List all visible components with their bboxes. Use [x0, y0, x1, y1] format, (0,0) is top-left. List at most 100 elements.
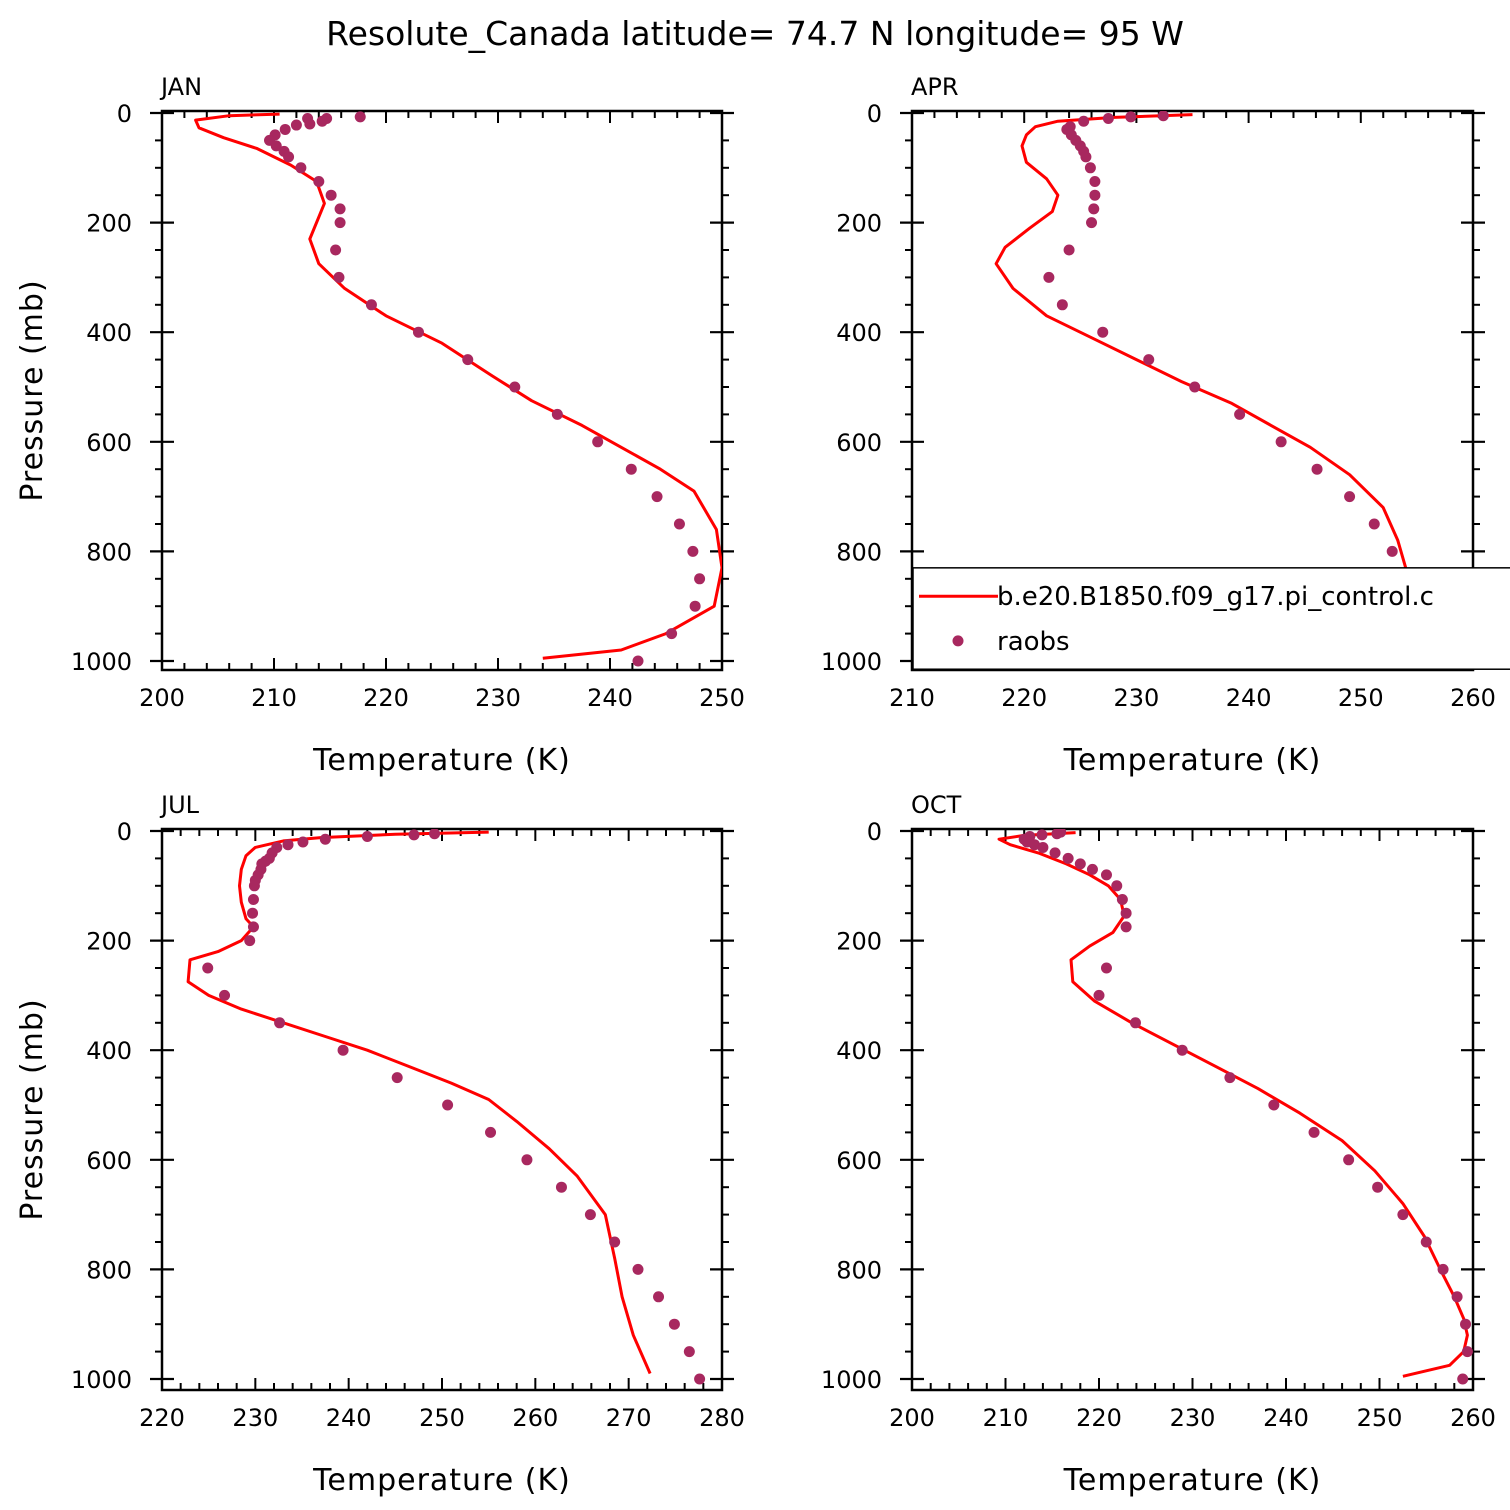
plot-frame — [160, 827, 724, 1392]
raobs-point — [1308, 1126, 1320, 1138]
raobs-point — [1125, 111, 1137, 123]
y-tick-label: 400 — [836, 319, 882, 347]
x-axis-label: Temperature (K) — [1063, 1463, 1322, 1498]
raobs-point — [1157, 111, 1169, 122]
raobs-point — [1088, 203, 1100, 215]
x-tick-label: 260 — [1450, 1404, 1496, 1432]
raobs-point — [1420, 1236, 1432, 1248]
y-tick-label: 0 — [117, 818, 132, 846]
raobs-point — [668, 1318, 680, 1330]
raobs-point — [1143, 354, 1155, 366]
x-tick-label: 200 — [889, 1404, 935, 1432]
panel-jul: 220 230 240 250 260 270 280 0 200 400 600 800 1000 JU… — [15, 791, 745, 1498]
raobs-point — [337, 1044, 349, 1056]
x-axis-label: Temperature (K) — [1063, 743, 1322, 778]
y-tick-label: 800 — [86, 538, 132, 566]
y-tick-label: 400 — [86, 319, 132, 347]
raobs-point — [219, 989, 231, 1001]
data-layer — [997, 829, 1473, 1385]
raobs-point — [673, 518, 685, 530]
raobs-point — [333, 271, 345, 283]
x-tick-label: 230 — [1170, 1404, 1216, 1432]
raobs-point — [1063, 244, 1075, 256]
raobs-point — [247, 894, 259, 905]
y-tick-label: 800 — [836, 538, 882, 566]
x-tick-label: 210 — [889, 684, 935, 712]
raobs-point — [1051, 829, 1063, 840]
raobs-point — [316, 115, 328, 127]
raobs-point — [247, 907, 259, 919]
raobs-point — [609, 1236, 621, 1248]
raobs-point — [1343, 1154, 1355, 1166]
raobs-point — [313, 176, 325, 187]
raobs-point — [1224, 1072, 1236, 1084]
raobs-point — [1189, 381, 1201, 393]
x-tick-label: 230 — [232, 1404, 278, 1432]
data-layer — [186, 829, 706, 1385]
raobs-point — [325, 189, 337, 201]
raobs-point — [361, 830, 373, 842]
raobs-point — [297, 836, 309, 848]
raobs-point — [429, 829, 441, 840]
raobs-point — [1080, 151, 1092, 163]
raobs-point — [584, 1209, 596, 1221]
raobs-point — [412, 326, 424, 338]
raobs-point — [1344, 491, 1356, 503]
x-tick-label: 260 — [512, 1404, 558, 1432]
x-tick-label: 250 — [699, 684, 745, 712]
raobs-point — [1386, 545, 1398, 557]
raobs-point — [1368, 518, 1380, 530]
panel-title: OCT — [911, 791, 962, 819]
panel-jan: 200 210 220 230 240 250 0 200 400 600 800 1000 JAN Te… — [15, 73, 745, 778]
y-tick-label: 800 — [836, 1256, 882, 1284]
x-tick-label: 220 — [139, 1404, 185, 1432]
raobs-point — [442, 1099, 454, 1111]
raobs-point — [1176, 1044, 1188, 1056]
legend-obs-label: raobs — [997, 627, 1070, 657]
panel-title: APR — [911, 73, 959, 101]
raobs-point — [295, 162, 307, 174]
raobs-point — [1437, 1263, 1449, 1275]
raobs-point — [1086, 217, 1098, 229]
y-tick-label: 200 — [836, 210, 882, 238]
legend-box — [912, 567, 1510, 670]
raobs-point — [334, 217, 346, 229]
raobs-point — [1268, 1099, 1280, 1111]
raobs-point — [1062, 852, 1074, 864]
raobs-point — [1397, 1209, 1409, 1221]
raobs-point — [694, 573, 706, 585]
raobs-point — [1028, 839, 1040, 851]
x-tick-label: 230 — [1113, 684, 1159, 712]
raobs-point — [1086, 863, 1098, 875]
y-tick-label: 1000 — [71, 1366, 132, 1394]
raobs-point — [555, 1181, 567, 1193]
raobs-point — [302, 112, 314, 124]
x-tick-label: 240 — [1263, 1404, 1309, 1432]
x-tick-label: 210 — [983, 1404, 1029, 1432]
x-tick-label: 240 — [326, 1404, 372, 1432]
raobs-point — [1102, 112, 1114, 124]
raobs-point — [1100, 869, 1112, 881]
raobs-point — [334, 203, 346, 215]
plot-frame — [910, 827, 1475, 1392]
x-tick-label: 240 — [587, 684, 633, 712]
raobs-point — [283, 151, 295, 163]
raobs-point — [270, 140, 282, 152]
x-tick-label: 200 — [139, 684, 185, 712]
raobs-point — [408, 829, 420, 841]
raobs-point — [1056, 299, 1068, 311]
data-layer — [194, 111, 722, 667]
raobs-point — [354, 111, 366, 123]
raobs-point — [653, 1291, 665, 1303]
raobs-point — [1036, 829, 1048, 841]
x-tick-label: 220 — [1001, 684, 1047, 712]
raobs-point — [1100, 962, 1112, 974]
model-profile-line — [997, 831, 1469, 1378]
raobs-point — [683, 1346, 695, 1358]
x-tick-label: 280 — [699, 1404, 745, 1432]
raobs-point — [521, 1154, 533, 1166]
raobs-point — [1111, 880, 1123, 892]
raobs-point — [1311, 463, 1323, 475]
x-axis-label: Temperature (K) — [312, 743, 571, 778]
